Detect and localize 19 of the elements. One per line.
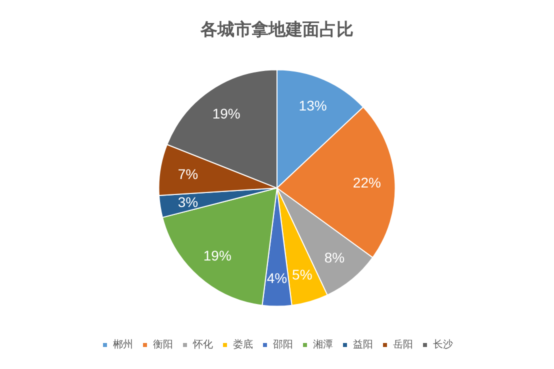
legend-label: 衡阳 xyxy=(153,338,173,350)
data-label: 8% xyxy=(324,249,345,266)
legend-label: 邵阳 xyxy=(273,340,293,350)
data-label: 22% xyxy=(352,174,381,190)
legend-label: 岳阳 xyxy=(393,338,413,350)
data-label: 7% xyxy=(178,166,198,182)
legend-label: 益阳 xyxy=(353,338,373,350)
data-label: 3% xyxy=(178,194,198,210)
legend-label: 长沙 xyxy=(433,338,453,350)
data-label: 13% xyxy=(298,97,327,114)
legend-label: 郴州 xyxy=(113,338,133,350)
legend-label: 湘潭 xyxy=(313,338,333,350)
data-label: 19% xyxy=(203,248,232,264)
data-label: 5% xyxy=(292,266,312,283)
data-label: 19% xyxy=(212,105,240,122)
chart-title: 各城市拿地建面占比 xyxy=(200,20,354,39)
data-label: 4% xyxy=(266,270,288,286)
legend-label: 怀化 xyxy=(192,338,213,350)
legend-label: 娄底 xyxy=(233,338,253,350)
